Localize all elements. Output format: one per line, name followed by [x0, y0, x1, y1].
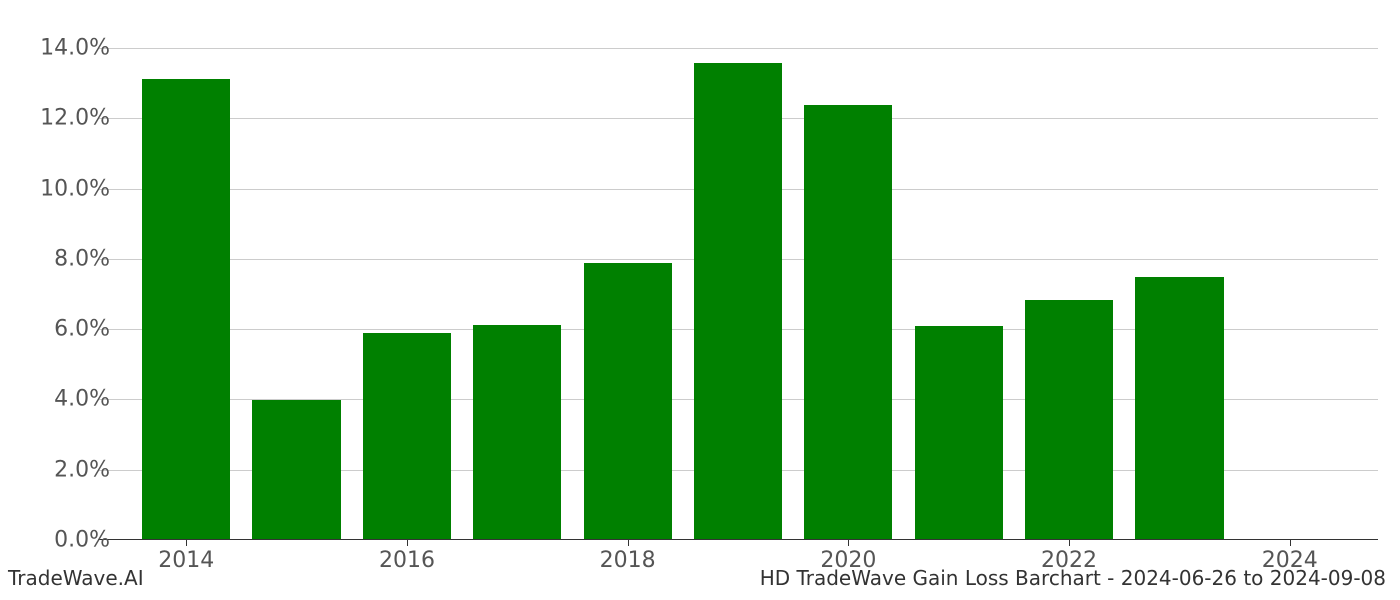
x-tick-label: 2016	[379, 548, 435, 573]
x-tick-label: 2014	[158, 548, 214, 573]
bar-2016	[363, 333, 451, 539]
y-tick-label: 4.0%	[54, 387, 110, 412]
x-tick-mark	[186, 540, 187, 546]
x-tick-label: 2018	[600, 548, 656, 573]
bar-2019	[694, 63, 782, 539]
x-tick-mark	[407, 540, 408, 546]
y-tick-label: 2.0%	[54, 457, 110, 482]
bar-2018	[584, 263, 672, 539]
bar-2014	[142, 79, 230, 539]
y-tick-label: 12.0%	[40, 106, 110, 131]
bar-2023	[1135, 277, 1223, 539]
gridline	[98, 48, 1378, 49]
x-tick-mark	[848, 540, 849, 546]
bar-chart	[98, 20, 1378, 540]
bar-2015	[252, 400, 340, 539]
footer-brand: TradeWave.AI	[8, 566, 144, 590]
y-tick-label: 0.0%	[54, 528, 110, 553]
y-tick-label: 10.0%	[40, 176, 110, 201]
x-tick-mark	[1069, 540, 1070, 546]
y-tick-label: 6.0%	[54, 317, 110, 342]
bar-2022	[1025, 300, 1113, 539]
bar-2017	[473, 325, 561, 539]
plot-area	[98, 20, 1378, 540]
x-tick-mark	[628, 540, 629, 546]
x-tick-mark	[1290, 540, 1291, 546]
y-tick-label: 14.0%	[40, 36, 110, 61]
y-tick-label: 8.0%	[54, 246, 110, 271]
bar-2020	[804, 105, 892, 539]
bar-2021	[915, 326, 1003, 539]
footer-caption: HD TradeWave Gain Loss Barchart - 2024-0…	[760, 566, 1386, 590]
